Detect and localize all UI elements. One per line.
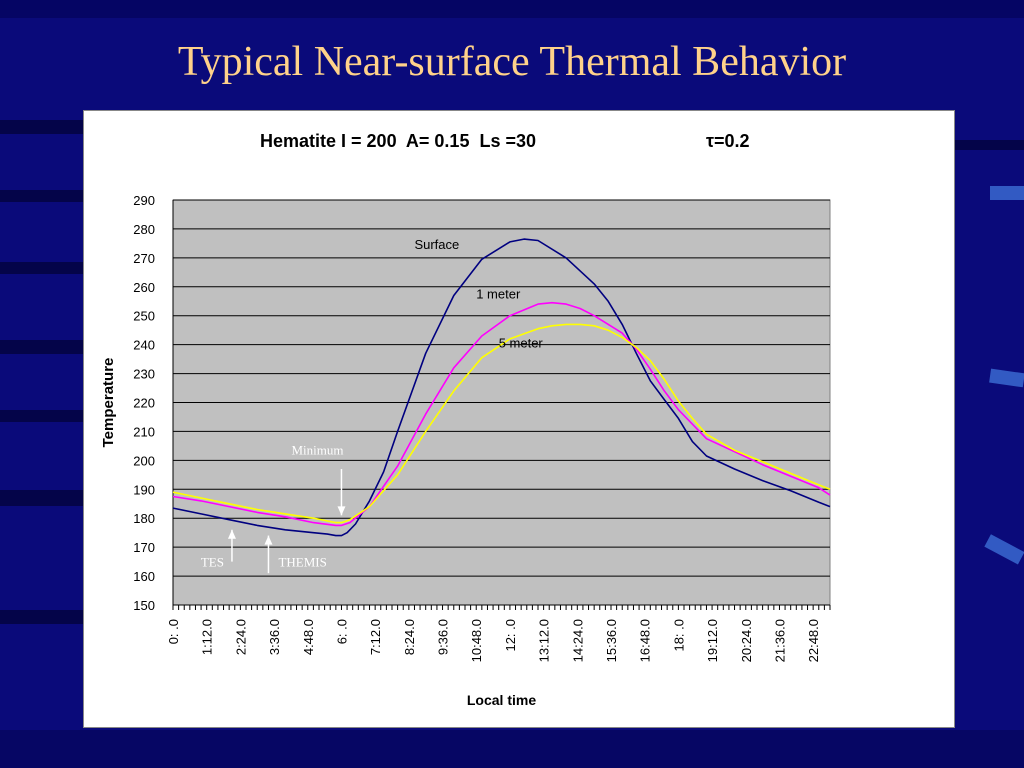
chart-tau-label: τ=0.2	[706, 131, 750, 151]
y-tick-label: 180	[133, 511, 155, 526]
y-tick-label: 270	[133, 251, 155, 266]
annotation-arrowhead-tes	[227, 529, 236, 539]
x-tick-label: 12: .0	[503, 619, 518, 652]
y-axis-title: Temperature	[100, 358, 117, 448]
series-line-5-meter	[172, 323, 831, 524]
annotation-label-minimum: Minimum	[291, 443, 343, 458]
x-tick-label: 8:24.0	[402, 619, 417, 655]
y-tick-label: 220	[133, 396, 155, 411]
y-tick-label: 170	[133, 540, 155, 555]
slide-title: Typical Near-surface Thermal Behavior	[177, 39, 847, 85]
series-label-5-meter: 5 meter	[499, 336, 544, 351]
x-tick-label: 2:24.0	[233, 619, 248, 655]
annotation-arrowhead-minimum	[337, 506, 346, 516]
x-tick-label: 3:36.0	[267, 619, 282, 655]
x-tick-label: 13:12.0	[537, 619, 552, 662]
y-tick-label: 240	[133, 338, 155, 353]
y-tick-label: 150	[133, 598, 155, 613]
x-tick-label: 4:48.0	[301, 619, 316, 655]
series-line-1-meter	[172, 301, 831, 527]
stray-mark: .	[943, 432, 947, 448]
series-line-surface	[172, 238, 831, 537]
chart-title: Hematite I = 200 A= 0.15 Ls =30	[260, 131, 536, 151]
x-tick-label: 10:48.0	[469, 619, 484, 662]
y-tick-label: 230	[133, 367, 155, 382]
x-tick-label: 20:24.0	[739, 619, 754, 662]
x-tick-label: 6: .0	[334, 619, 349, 644]
y-tick-label: 160	[133, 569, 155, 584]
series-label-1-meter: 1 meter	[476, 286, 521, 301]
x-tick-label: 7:12.0	[368, 619, 383, 655]
x-tick-label: 1:12.0	[200, 619, 215, 655]
y-tick-label: 250	[133, 309, 155, 324]
x-tick-label: 0: .0	[166, 619, 181, 644]
x-tick-label: 21:36.0	[772, 619, 787, 662]
x-tick-label: 14:24.0	[570, 619, 585, 662]
annotation-arrowhead-themis	[264, 535, 273, 545]
annotation-label-tes: TES	[201, 555, 224, 570]
y-tick-label: 290	[133, 193, 155, 208]
y-tick-label: 190	[133, 482, 155, 497]
x-axis-title: Local time	[467, 692, 536, 708]
y-tick-label: 210	[133, 424, 155, 439]
y-tick-label: 200	[133, 453, 155, 468]
annotation-label-themis: THEMIS	[278, 555, 326, 570]
x-tick-label: 22:48.0	[806, 619, 821, 662]
y-tick-label: 260	[133, 280, 155, 295]
x-tick-label: 16:48.0	[638, 619, 653, 662]
series-label-surface: Surface	[414, 237, 459, 252]
x-tick-label: 15:36.0	[604, 619, 619, 662]
x-tick-label: 9:36.0	[436, 619, 451, 655]
y-tick-label: 280	[133, 222, 155, 237]
x-tick-label: 19:12.0	[705, 619, 720, 662]
x-tick-label: 18: .0	[671, 619, 686, 652]
